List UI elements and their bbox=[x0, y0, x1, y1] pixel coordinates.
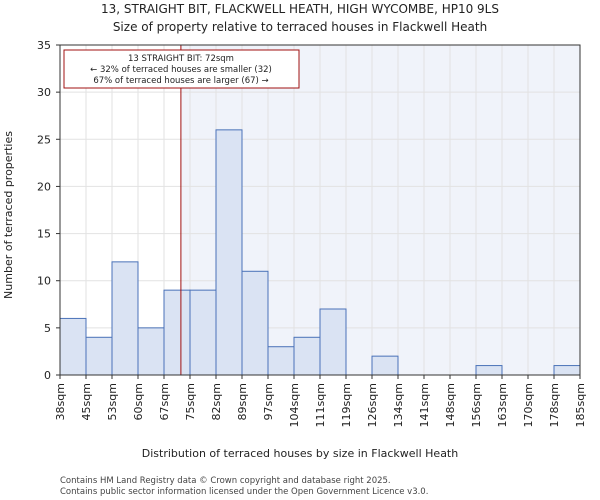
bar-126sqm bbox=[371, 355, 399, 376]
x-tick-label: 82sqm bbox=[210, 383, 223, 420]
y-tick-label: 10 bbox=[37, 275, 51, 288]
annotation-line-2: ← 32% of terraced houses are smaller (32… bbox=[90, 65, 272, 75]
footer-line-2: Contains public sector information licen… bbox=[60, 487, 428, 497]
x-tick-label: 53sqm bbox=[106, 383, 119, 420]
bar-75sqm bbox=[189, 289, 217, 376]
footer-line-1: Contains HM Land Registry data © Crown c… bbox=[60, 476, 391, 486]
chart-subtitle: Size of property relative to terraced ho… bbox=[113, 20, 487, 34]
y-tick-label: 25 bbox=[37, 133, 51, 146]
annotation-line-1: 13 STRAIGHT BIT: 72sqm bbox=[128, 54, 234, 64]
x-tick-label: 97sqm bbox=[262, 383, 275, 420]
x-tick-label: 163sqm bbox=[496, 383, 509, 427]
x-tick-label: 38sqm bbox=[54, 383, 67, 420]
y-tick-label: 0 bbox=[44, 369, 51, 382]
bar-111sqm bbox=[319, 308, 347, 376]
bar-97sqm bbox=[267, 346, 295, 376]
x-tick-label: 170sqm bbox=[522, 383, 535, 427]
bar-45sqm bbox=[85, 336, 113, 376]
x-axis-label: Distribution of terraced houses by size … bbox=[142, 447, 458, 460]
bar-104sqm bbox=[293, 336, 321, 376]
bar-156sqm bbox=[475, 365, 503, 376]
x-tick-label: 89sqm bbox=[236, 383, 249, 420]
x-tick-label: 178sqm bbox=[548, 383, 561, 427]
annotation-box: 13 STRAIGHT BIT: 72sqm ← 32% of terraced… bbox=[63, 49, 300, 89]
x-tick-label: 148sqm bbox=[444, 383, 457, 427]
bars bbox=[59, 129, 581, 376]
x-tick-label: 45sqm bbox=[80, 383, 93, 420]
x-tick-label: 126sqm bbox=[366, 383, 379, 427]
y-tick-label: 15 bbox=[37, 228, 51, 241]
y-axis-label: Number of terraced properties bbox=[2, 131, 15, 299]
y-tick-label: 35 bbox=[37, 39, 51, 52]
x-tick-label: 156sqm bbox=[470, 383, 483, 427]
chart-title: 13, STRAIGHT BIT, FLACKWELL HEATH, HIGH … bbox=[101, 2, 499, 16]
x-tick-label: 119sqm bbox=[340, 383, 353, 427]
bar-53sqm bbox=[111, 261, 139, 376]
x-tick-label: 60sqm bbox=[132, 383, 145, 420]
annotation-frame bbox=[63, 49, 300, 89]
y-tick-label: 30 bbox=[37, 86, 51, 99]
x-tick-label: 111sqm bbox=[314, 383, 327, 427]
bar-178sqm bbox=[553, 365, 581, 376]
bar-38sqm bbox=[59, 317, 87, 376]
y-tick-labels: 0 5 10 15 20 25 30 35 bbox=[37, 39, 60, 382]
x-tick-label: 67sqm bbox=[158, 383, 171, 420]
bar-89sqm bbox=[241, 270, 269, 376]
x-tick-label: 185sqm bbox=[574, 383, 587, 427]
bar-82sqm bbox=[215, 129, 243, 376]
x-tick-label: 75sqm bbox=[184, 383, 197, 420]
x-tick-label: 141sqm bbox=[418, 383, 431, 427]
annotation-line-3: 67% of terraced houses are larger (67) → bbox=[93, 76, 268, 86]
y-tick-label: 20 bbox=[37, 180, 51, 193]
x-tick-labels: 38sqm 45sqm 53sqm 60sqm 67sqm 75sqm 82sqm 89sqm… bbox=[54, 375, 587, 427]
x-tick-label: 104sqm bbox=[288, 383, 301, 427]
x-tick-label: 134sqm bbox=[392, 383, 405, 427]
bar-67sqm bbox=[163, 289, 191, 376]
y-tick-label: 5 bbox=[44, 322, 51, 335]
bar-60sqm bbox=[137, 327, 165, 376]
